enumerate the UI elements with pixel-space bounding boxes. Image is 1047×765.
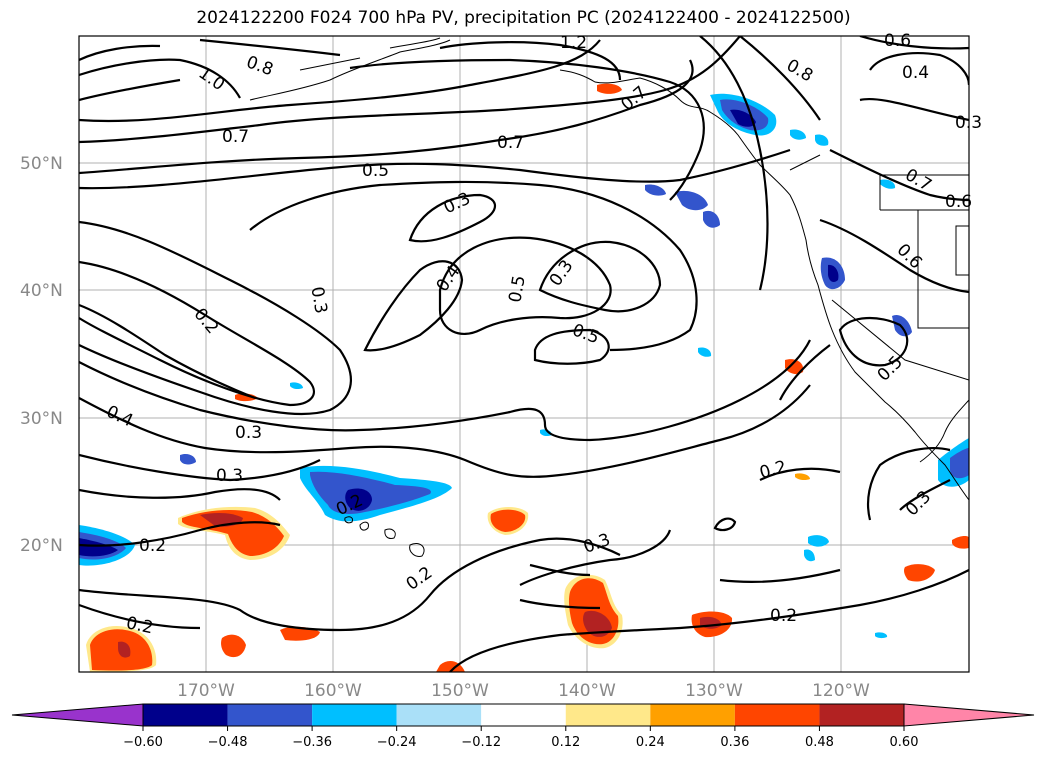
contour-label: 0.5 (362, 161, 389, 181)
colorbar-border (142, 703, 905, 727)
colorbar-segment (734, 704, 820, 726)
colorbar-tick-label: −0.12 (461, 735, 501, 750)
contour-label: 0.7 (222, 127, 249, 147)
contour-label: 0.2 (139, 536, 166, 556)
colorbar-tick-label: −0.36 (292, 735, 332, 750)
colorbar-segment (819, 704, 904, 726)
colorbar-segment (650, 704, 735, 726)
longitude-labels: 170°W 160°W 150°W 140°W 130°W 120°W (177, 681, 870, 701)
lon-label: 130°W (685, 681, 743, 701)
contour-label: 0.5 (505, 274, 529, 304)
colorbar: −0.60 −0.48 −0.36 −0.24 −0.12 0.12 0.24 0.36 0.4… (11, 703, 1035, 750)
lon-label: 150°W (431, 681, 489, 701)
contour-label: 0.7 (497, 133, 524, 153)
contour-label: 0.4 (902, 63, 929, 83)
colorbar-tick-label: 0.36 (720, 735, 749, 750)
coastlines (249, 37, 969, 557)
colorbar-tick-label: 0.48 (805, 735, 834, 750)
colorbar-extend-high (903, 703, 1035, 727)
map-border (78, 35, 970, 673)
colorbar-extend-low (11, 703, 144, 727)
lat-label: 40°N (20, 281, 63, 301)
lon-label: 140°W (558, 681, 616, 701)
latitude-labels: 50°N 40°N 30°N 20°N (20, 154, 63, 556)
contour-label: 0.3 (216, 466, 243, 486)
colorbar-segment (565, 704, 651, 726)
contour-label: 0.3 (235, 423, 262, 443)
colorbar-segment (481, 704, 566, 726)
colorbar-segment (143, 704, 228, 726)
colorbar-tick-label: −0.60 (123, 735, 163, 750)
colorbar-segment (396, 704, 482, 726)
colorbar-segment (312, 704, 397, 726)
lon-label: 160°W (304, 681, 362, 701)
colorbar-tick-label: 0.60 (890, 735, 919, 750)
contour-label: 1.2 (560, 33, 587, 53)
contour-label: 0.2 (770, 606, 797, 626)
lat-label: 20°N (20, 536, 63, 556)
lat-label: 30°N (20, 409, 63, 429)
colorbar-tick-label: 0.12 (551, 735, 580, 750)
colorbar-tick-label: 0.24 (636, 735, 665, 750)
precip-negative (79, 93, 969, 639)
lat-label: 50°N (20, 154, 63, 174)
pv-contours (79, 36, 969, 672)
contour-label: 0.6 (884, 31, 911, 51)
colorbar-segment (227, 704, 313, 726)
contour-label: 0.3 (306, 285, 330, 315)
lon-label: 170°W (177, 681, 235, 701)
map-title: 2024122200 F024 700 hPa PV, precipitatio… (196, 8, 851, 28)
colorbar-tick-label: −0.48 (208, 735, 248, 750)
colorbar-tick-label: −0.24 (377, 735, 417, 750)
contour-label: 0.3 (955, 113, 982, 133)
lon-label: 120°W (812, 681, 870, 701)
contour-label: 0.6 (945, 192, 972, 212)
